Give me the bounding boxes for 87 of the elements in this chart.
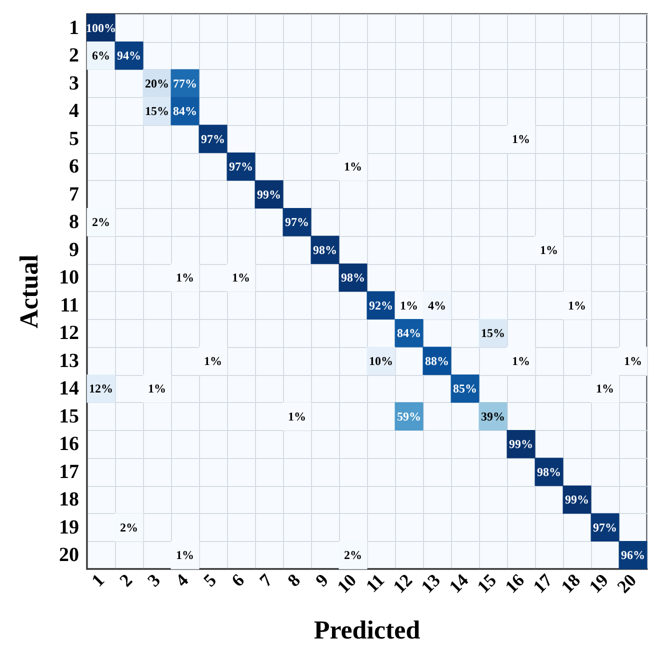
data-label: 98% bbox=[537, 464, 561, 479]
x-tick-label: 20 bbox=[613, 570, 640, 597]
data-label: 1% bbox=[204, 354, 222, 368]
x-tick-label: 1 bbox=[88, 570, 108, 590]
x-tick-label: 13 bbox=[417, 570, 444, 597]
data-label: 1% bbox=[540, 242, 558, 257]
data-label: 15% bbox=[481, 326, 505, 340]
data-label: 1% bbox=[512, 354, 530, 368]
y-tick-label: 8 bbox=[69, 211, 79, 234]
data-label: 1% bbox=[176, 270, 194, 285]
data-label: 20% bbox=[145, 76, 169, 90]
y-tick-label: 16 bbox=[59, 433, 79, 456]
x-tick-label: 2 bbox=[116, 570, 136, 590]
data-label: 1% bbox=[232, 270, 250, 285]
data-label: 84% bbox=[397, 326, 421, 340]
y-axis-title: Actual bbox=[14, 254, 44, 328]
data-label: 2% bbox=[344, 548, 362, 562]
y-tick-label: 7 bbox=[69, 183, 79, 206]
data-label: 1% bbox=[176, 548, 194, 562]
x-tick-label: 11 bbox=[362, 570, 388, 596]
y-tick-label: 13 bbox=[59, 350, 79, 372]
y-tick-label: 2 bbox=[69, 44, 79, 67]
x-tick-label: 5 bbox=[200, 570, 220, 590]
data-label: 92% bbox=[369, 298, 393, 312]
data-label: 84% bbox=[173, 104, 197, 118]
data-label: 97% bbox=[201, 132, 225, 146]
data-label: 98% bbox=[341, 270, 365, 285]
data-label: 1% bbox=[344, 160, 362, 174]
data-label: 12% bbox=[89, 382, 113, 396]
data-label: 97% bbox=[593, 520, 617, 534]
y-tick-label: 17 bbox=[59, 460, 79, 483]
data-label: 2% bbox=[120, 520, 138, 534]
y-tick-label: 19 bbox=[59, 516, 79, 538]
y-tick-label: 18 bbox=[59, 488, 79, 511]
x-tick-label: 12 bbox=[389, 570, 416, 597]
y-tick-label: 14 bbox=[59, 378, 79, 400]
y-tick-label: 15 bbox=[59, 405, 79, 428]
data-label: 97% bbox=[285, 215, 309, 230]
data-label: 1% bbox=[512, 132, 530, 146]
y-tick-label: 11 bbox=[60, 294, 79, 316]
y-tick-label: 5 bbox=[69, 128, 79, 150]
data-label: 1% bbox=[624, 354, 642, 368]
x-tick-label: 9 bbox=[312, 570, 332, 590]
data-label: 59% bbox=[397, 409, 421, 424]
data-label: 97% bbox=[229, 160, 253, 174]
x-tick-label: 8 bbox=[284, 570, 304, 590]
y-tick-label: 6 bbox=[69, 156, 79, 178]
x-tick-label: 19 bbox=[585, 570, 612, 597]
x-tick-label: 18 bbox=[557, 570, 584, 597]
x-tick-label: 15 bbox=[473, 570, 500, 597]
x-tick-label: 16 bbox=[501, 570, 528, 597]
data-label: 1% bbox=[568, 298, 586, 312]
data-label: 88% bbox=[425, 354, 449, 368]
data-label: 6% bbox=[92, 48, 110, 63]
data-label: 77% bbox=[173, 76, 197, 90]
data-label: 98% bbox=[313, 242, 337, 257]
y-tick-label: 10 bbox=[59, 266, 79, 289]
data-label: 96% bbox=[621, 548, 645, 562]
data-label: 99% bbox=[565, 492, 589, 507]
data-label: 4% bbox=[428, 298, 446, 312]
x-tick-label: 14 bbox=[445, 570, 472, 597]
y-tick-label: 1 bbox=[69, 16, 79, 39]
data-label: 1% bbox=[596, 382, 614, 396]
x-tick-label: 17 bbox=[529, 570, 556, 597]
data-label: 15% bbox=[145, 104, 169, 118]
x-tick-label: 6 bbox=[228, 570, 248, 590]
data-label: 99% bbox=[257, 187, 281, 202]
x-tick-label: 10 bbox=[333, 570, 360, 597]
data-label: 85% bbox=[453, 382, 477, 396]
y-tick-label: 3 bbox=[69, 72, 79, 94]
data-label: 10% bbox=[369, 354, 393, 368]
x-tick-label: 3 bbox=[144, 570, 164, 590]
y-tick-label: 12 bbox=[59, 322, 79, 344]
data-label: 94% bbox=[117, 48, 141, 63]
x-axis-title: Predicted bbox=[314, 616, 421, 644]
y-tick-label: 4 bbox=[69, 100, 79, 122]
x-tick-label: 4 bbox=[172, 570, 192, 590]
y-tick-label: 9 bbox=[69, 238, 79, 261]
y-tick-label: 20 bbox=[59, 544, 79, 566]
data-label: 39% bbox=[481, 409, 505, 424]
x-tick-label: 7 bbox=[256, 570, 276, 590]
data-label: 1% bbox=[288, 409, 306, 424]
data-label: 1% bbox=[400, 298, 418, 312]
data-label: 2% bbox=[92, 215, 110, 230]
data-label: 1% bbox=[148, 382, 166, 396]
data-label: 100% bbox=[86, 20, 116, 35]
data-label: 99% bbox=[509, 437, 533, 452]
